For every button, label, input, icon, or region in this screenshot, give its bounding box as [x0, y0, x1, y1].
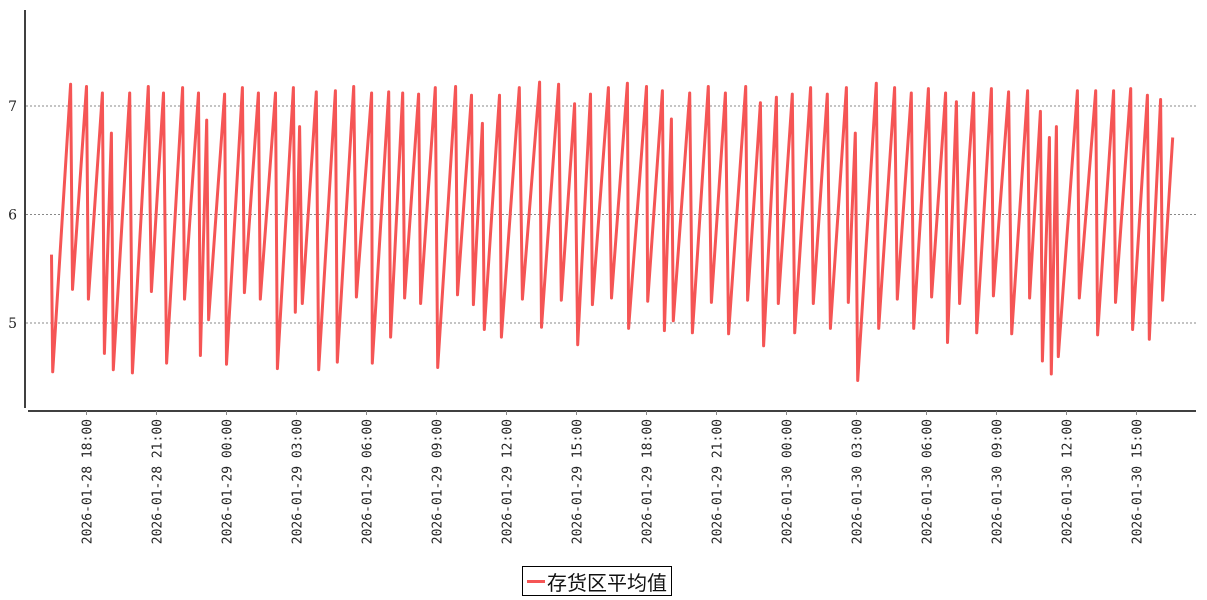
x-tick-label: 2026-01-29 15:00 [571, 419, 586, 544]
x-tick-label: 2026-01-30 00:00 [781, 419, 796, 544]
x-tick-label: 2026-01-29 06:00 [361, 419, 376, 544]
series-layer [50, 80, 1175, 382]
x-tick-label: 2026-01-30 15:00 [1131, 419, 1146, 544]
x-tick-label: 2026-01-30 06:00 [921, 419, 936, 544]
x-tick-label: 2026-01-29 12:00 [501, 419, 516, 544]
x-tick-label: 2026-01-29 09:00 [431, 419, 446, 544]
x-tick-label: 2026-01-28 18:00 [81, 419, 96, 544]
x-ticks: 2026-01-28 18:00 2026-01-28 21:00 2026-01-… [81, 411, 1146, 544]
y-ticks: 5 6 7 [8, 99, 17, 332]
series-line [50, 80, 1175, 382]
x-tick-label: 2026-01-30 03:00 [851, 419, 866, 544]
x-tick-label: 2026-01-29 18:00 [641, 419, 656, 544]
x-tick-label: 2026-01-29 03:00 [291, 419, 306, 544]
y-tick-label: 7 [8, 99, 17, 115]
legend-swatch [527, 579, 545, 583]
y-tick-label: 6 [8, 208, 17, 224]
x-tick-label: 2026-01-30 12:00 [1061, 419, 1076, 544]
x-tick-label: 2026-01-29 21:00 [711, 419, 726, 544]
legend: 存货区平均值 [522, 566, 672, 596]
x-tick-label: 2026-01-30 09:00 [991, 419, 1006, 544]
legend-label: 存货区平均值 [547, 570, 667, 595]
x-tick-label: 2026-01-28 21:00 [151, 419, 166, 544]
x-tick-label: 2026-01-29 00:00 [221, 419, 236, 544]
y-tick-label: 5 [8, 316, 17, 332]
